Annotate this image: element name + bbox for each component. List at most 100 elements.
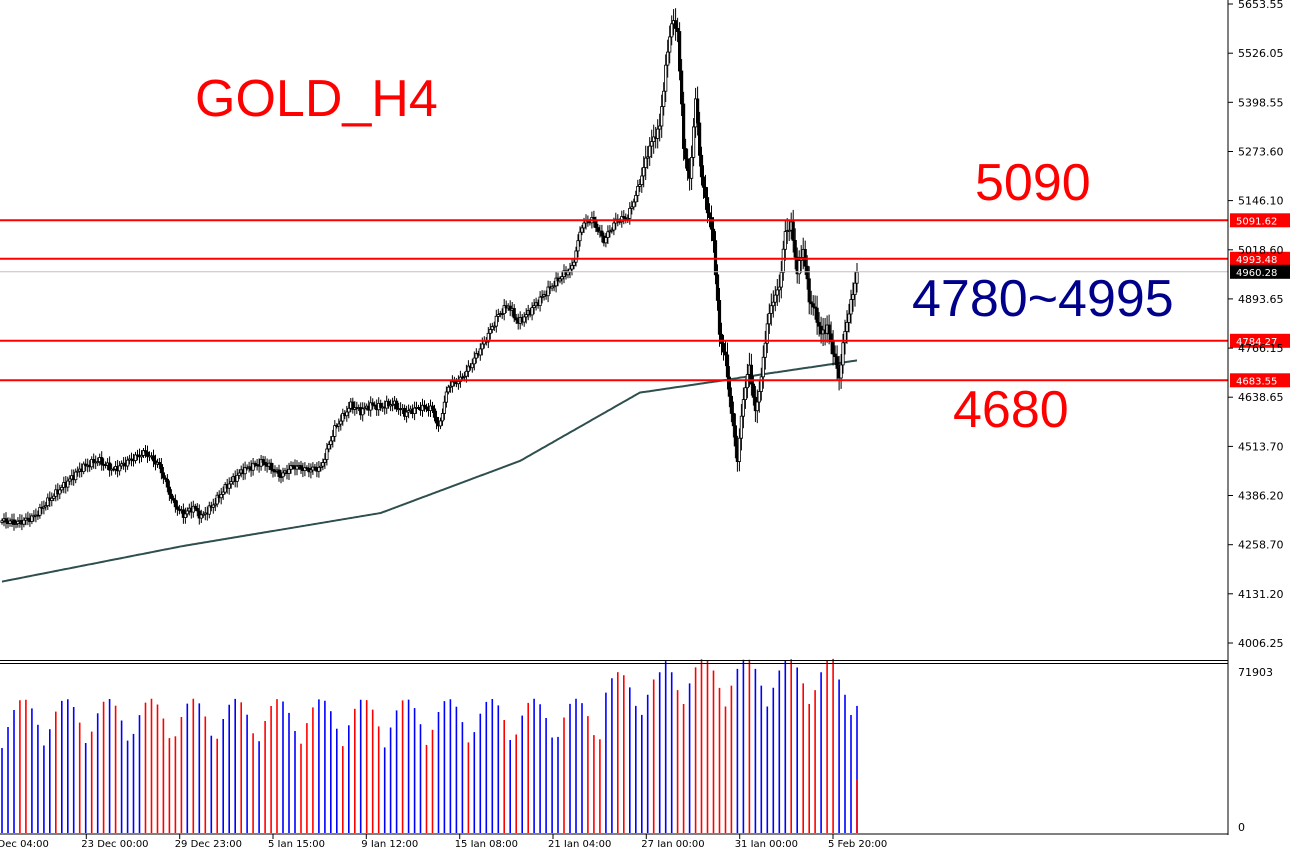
time-tick-label: 23 Dec 00:00: [81, 839, 148, 847]
price-tick-label: 4513.70: [1238, 440, 1284, 453]
candle: [787, 219, 791, 241]
candle: [656, 119, 660, 149]
candle: [674, 8, 678, 41]
candle-body-up: [281, 472, 285, 478]
candle-body-up: [438, 420, 443, 427]
candle: [809, 290, 813, 315]
candle-body-up: [420, 404, 425, 411]
candle: [46, 493, 50, 510]
candle: [538, 291, 542, 312]
candle-body-up: [765, 323, 769, 344]
candle-body-up: [847, 313, 851, 323]
candle-body-up: [851, 294, 855, 300]
candle: [486, 327, 490, 349]
candle-body-up: [658, 125, 662, 130]
candle-body-down: [827, 324, 831, 335]
candle: [636, 179, 640, 202]
candle-body-up: [221, 491, 225, 495]
candle: [759, 367, 763, 401]
candle-body-up: [199, 514, 203, 519]
candle-body-up: [339, 420, 343, 425]
candle: [237, 469, 241, 480]
candle-body-down: [723, 351, 728, 356]
candle-body-up: [369, 402, 373, 411]
candle: [92, 453, 96, 469]
candle-body-up: [325, 448, 329, 460]
candle-body-up: [201, 513, 205, 516]
candle-body-up: [480, 343, 484, 350]
candle: [761, 345, 765, 389]
level-price-tag: [1230, 373, 1290, 388]
candle-body-down: [143, 450, 148, 453]
candle: [42, 500, 46, 515]
candle-body-up: [767, 312, 771, 325]
candle: [839, 354, 843, 389]
candle-body-up: [530, 307, 534, 316]
level-price-label: 4784.27: [1236, 337, 1277, 348]
candle: [650, 129, 654, 158]
candle-body-down: [696, 98, 700, 124]
candle: [721, 335, 726, 361]
candle-body-up: [572, 261, 576, 266]
candle: [339, 414, 343, 431]
candle: [811, 295, 815, 316]
candle: [327, 441, 331, 453]
candle-body-up: [486, 332, 490, 343]
candle-body-down: [422, 404, 427, 408]
candle-body-up: [845, 321, 849, 332]
candle: [769, 293, 773, 326]
candle-body-up: [522, 316, 526, 323]
candle-body-up: [488, 329, 492, 334]
candle-body-up: [741, 399, 746, 417]
candle: [450, 375, 455, 393]
candle: [500, 308, 504, 319]
candle: [711, 217, 716, 253]
candle-body-up: [341, 412, 345, 422]
candle: [126, 456, 130, 470]
candle: [321, 458, 325, 471]
candle: [572, 258, 576, 270]
candle-body-up: [227, 483, 231, 489]
candle: [16, 517, 20, 528]
candle: [596, 223, 600, 235]
candle: [666, 39, 670, 78]
candle-body-down: [805, 265, 809, 280]
candle-body-down: [169, 493, 173, 499]
candle: [159, 458, 163, 480]
candle: [215, 491, 219, 508]
candle-body-up: [524, 314, 528, 318]
annotation-range-4780-4995: 4780~4995: [912, 270, 1174, 328]
level-price-label: 4683.55: [1236, 376, 1277, 387]
candle: [420, 398, 425, 417]
candle: [432, 404, 437, 422]
candle-body-down: [682, 103, 686, 149]
candle-body-up: [636, 185, 640, 196]
candle: [90, 456, 94, 470]
candle: [849, 289, 853, 324]
candle: [345, 405, 349, 422]
candle-body-down: [809, 301, 813, 305]
candle: [634, 190, 638, 207]
candle-body-up: [74, 471, 78, 481]
candle: [749, 353, 754, 396]
candle-body-down: [715, 274, 720, 301]
candle-body-up: [456, 380, 461, 385]
candle-body-up: [118, 465, 122, 472]
candle: [50, 492, 54, 507]
candle-body-down: [678, 31, 682, 72]
candle: [183, 507, 187, 524]
level-price-tag: [1230, 251, 1290, 266]
candle: [161, 467, 165, 484]
candle-body-up: [337, 423, 341, 427]
candle: [229, 476, 233, 489]
candle-body-down: [514, 317, 518, 321]
candle: [797, 250, 801, 284]
candle: [201, 511, 205, 518]
candle: [100, 451, 104, 471]
candle: [678, 22, 682, 81]
candle-body-up: [666, 51, 670, 66]
candle-body-up: [532, 305, 536, 309]
candle-body-up: [126, 459, 130, 467]
candle: [664, 54, 668, 102]
